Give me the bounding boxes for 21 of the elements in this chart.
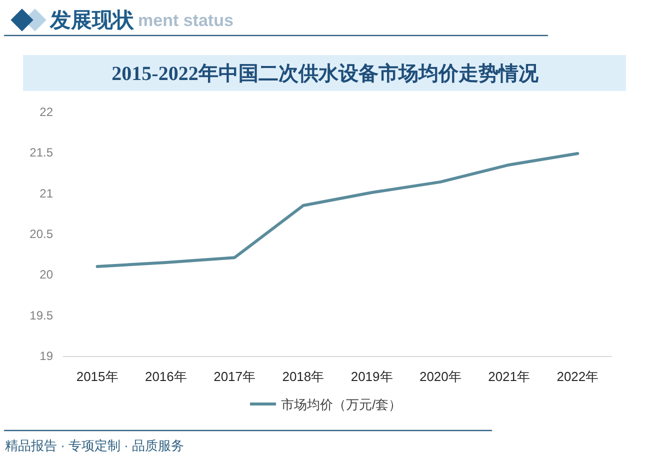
x-tick-label: 2016年 xyxy=(144,369,187,384)
text: ment status xyxy=(138,11,234,30)
y-tick-label: 20 xyxy=(40,268,54,282)
x-tick-label: 2021年 xyxy=(488,369,530,384)
y-tick-label: 22 xyxy=(40,105,54,119)
y-tick-label: 19.5 xyxy=(30,308,54,322)
x-tick-label: 2019年 xyxy=(350,369,393,384)
y-tick-label: 19 xyxy=(40,349,54,363)
x-tick-label: 2022年 xyxy=(556,369,599,384)
text: 发展现状 xyxy=(49,9,135,32)
x-tick-label: 2017年 xyxy=(214,369,256,384)
y-tick-label: 20.5 xyxy=(30,227,54,241)
line-series xyxy=(96,152,580,268)
y-tick-label: 21.5 xyxy=(30,146,54,160)
x-tick-label: 2015年 xyxy=(76,369,118,384)
y-tick-label: 21 xyxy=(40,186,54,200)
text: 精品报告 · 专项定制 · 品质服务 xyxy=(5,438,184,453)
x-tick-label: 2020年 xyxy=(419,369,462,384)
legend-label: 市场均价（万元/套） xyxy=(281,397,402,412)
chart-title: 2015-2022年中国二次供水设备市场均价走势情况 xyxy=(112,62,540,85)
x-tick-label: 2018年 xyxy=(282,369,324,384)
